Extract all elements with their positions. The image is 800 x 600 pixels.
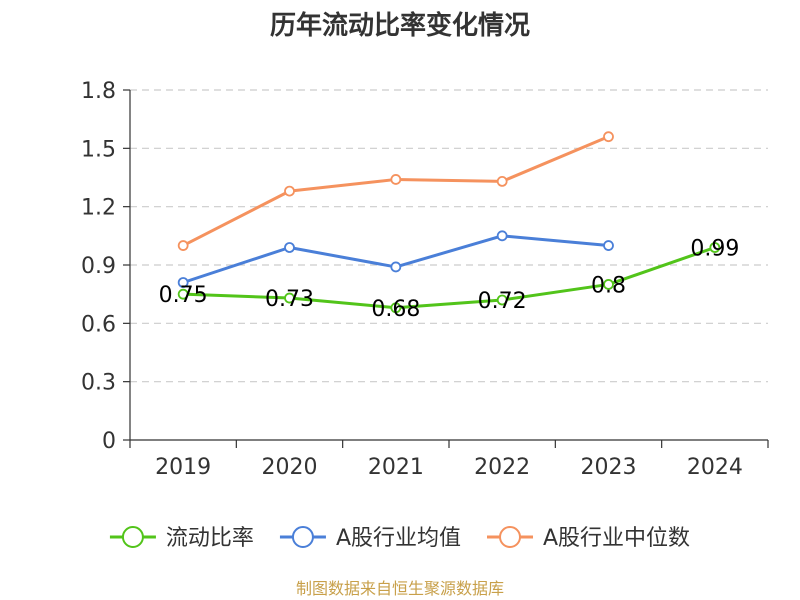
chart-title: 历年流动比率变化情况 xyxy=(270,10,530,41)
legend-item-2[interactable]: A股行业中位数 xyxy=(487,526,690,551)
data-point xyxy=(709,242,721,253)
legend-label: A股行业中位数 xyxy=(543,526,690,551)
series-layer xyxy=(177,131,721,314)
y-tick-label: 0.9 xyxy=(81,254,116,279)
data-point xyxy=(390,302,402,314)
y-tick-label: 0.3 xyxy=(81,371,116,396)
data-label: 0.68 xyxy=(371,297,420,322)
data-label: 0.8 xyxy=(591,273,626,298)
x-tick-label: 2019 xyxy=(155,455,211,480)
data-label: 0.99 xyxy=(690,237,739,262)
data-point xyxy=(603,279,614,290)
data-point xyxy=(284,292,295,304)
x-tick-label: 2022 xyxy=(474,455,530,480)
data-point xyxy=(603,240,614,251)
x-tick-label: 2024 xyxy=(687,455,743,480)
legend-marker-icon xyxy=(499,526,522,548)
x-tick-label: 2023 xyxy=(581,455,637,480)
y-tick-label: 1.5 xyxy=(81,137,116,162)
data-point xyxy=(496,230,508,242)
data-label: 0.73 xyxy=(265,287,314,312)
data-point xyxy=(177,288,189,300)
data-point xyxy=(496,175,508,187)
grid-lines xyxy=(130,89,768,383)
legend-item-1[interactable]: A股行业均值 xyxy=(279,526,461,551)
data-point xyxy=(284,185,295,197)
x-tick-label: 2020 xyxy=(262,455,318,480)
series-line-2 xyxy=(181,135,610,248)
legend-label: 流动比率 xyxy=(166,526,254,551)
data-point xyxy=(177,240,189,251)
legend: 流动比率 A股行业均值 A股行业中位数 xyxy=(109,526,690,551)
data-point xyxy=(177,277,189,288)
legend-marker-icon xyxy=(121,526,144,548)
source-note: 制图数据来自恒生聚源数据库 xyxy=(296,579,504,598)
data-label: 0.72 xyxy=(478,289,527,314)
x-tick-label: 2021 xyxy=(368,455,424,480)
series-line-0 xyxy=(181,246,717,310)
legend-label: A股行业均值 xyxy=(336,526,461,551)
legend-item-0[interactable]: 流动比率 xyxy=(109,526,254,551)
y-tick-label: 1.2 xyxy=(81,196,116,221)
y-tick-label: 0.6 xyxy=(81,312,116,337)
series-line-1 xyxy=(181,234,610,284)
data-labels: 0.75 0.73 0.68 0.72 0.8 0.99 xyxy=(159,237,740,322)
data-label: 0.75 xyxy=(159,283,208,308)
data-point xyxy=(603,131,614,143)
data-point xyxy=(390,261,402,273)
y-tick-label: 0 xyxy=(102,429,116,454)
axes: 0 0.3 0.6 0.9 1.2 1.5 1.8 2019 2020 2021 2022 2023 2… xyxy=(81,79,769,480)
data-point xyxy=(390,174,402,185)
legend-marker-icon xyxy=(291,526,314,548)
y-tick-label: 1.8 xyxy=(81,79,116,104)
data-point xyxy=(284,242,295,253)
data-point xyxy=(496,294,508,306)
